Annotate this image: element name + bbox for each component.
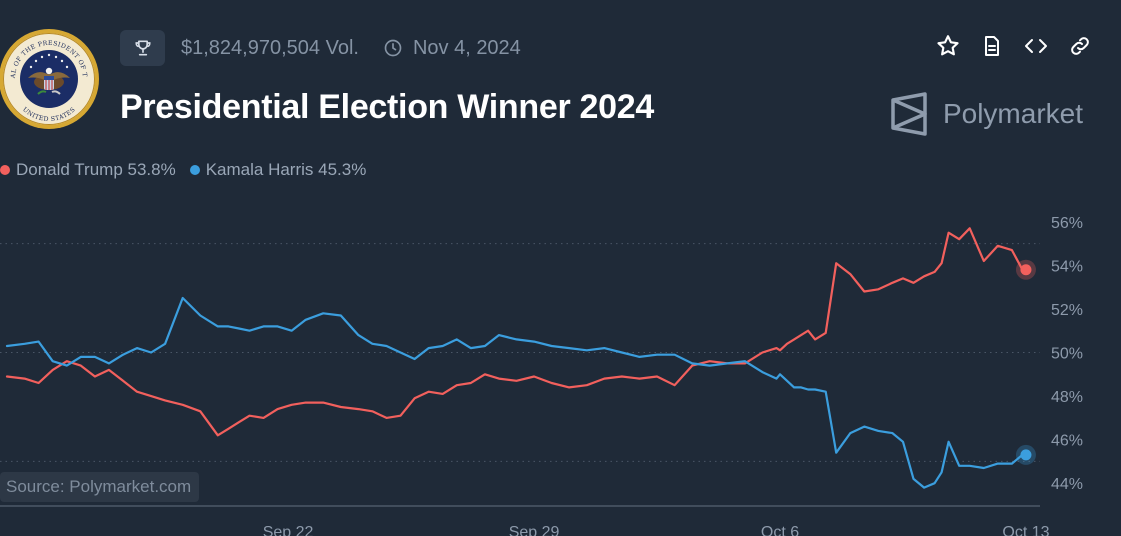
y-tick-label: 46% [1051,433,1083,450]
y-tick-label: 56% [1051,215,1083,232]
y-tick-label: 52% [1051,302,1083,319]
legend-dot-trump [0,165,10,175]
y-tick-label: 54% [1051,258,1083,275]
series-line-harris [5,296,1027,489]
star-icon [937,35,959,56]
x-tick-label: Sep 29 [509,524,560,536]
legend-label-harris: Kamala Harris 45.3% [205,160,367,179]
source-label: Source: Polymarket.com [0,472,200,502]
x-tick-label: Oct 6 [761,524,799,536]
volume-label: $1,824,970,504 Vol. [181,36,359,59]
legend-item-harris[interactable]: Kamala Harris 45.3% [189,160,367,180]
legend-dot-harris [189,165,200,175]
chart-legend: Donald Trump 53.8% Kamala Harris 45.3% [0,160,366,180]
code-icon [1025,39,1047,53]
polymarket-brand: Polymarket [889,92,1083,136]
end-marker-trump[interactable] [1020,264,1032,276]
trophy-icon [135,40,150,56]
favorite-button[interactable] [935,33,961,59]
document-button[interactable] [979,33,1005,59]
end-marker-harris[interactable] [1020,449,1032,461]
copy-link-button[interactable] [1067,33,1093,59]
legend-item-trump[interactable]: Donald Trump 53.8% [0,160,176,180]
y-tick-label: 50% [1051,346,1083,363]
action-toolbar [935,33,1093,59]
polymarket-logo-icon [891,92,927,136]
date-meta: Nov 4, 2024 [383,37,521,60]
page-title: Presidential Election Winner 2024 [120,88,654,126]
brand-name: Polymarket [942,98,1083,129]
embed-button[interactable] [1023,33,1049,59]
presidential-seal-logo: SEAL OF THE PRESIDENT OF THE UNITED STAT… [0,28,99,129]
x-tick-label: Sep 22 [263,524,314,536]
clock-icon [384,39,402,57]
y-tick-label: 44% [1051,476,1083,493]
x-tick-label: Oct 13 [1002,524,1049,536]
trophy-button[interactable] [120,30,165,66]
document-icon [985,36,999,56]
date-label: Nov 4, 2024 [412,36,521,59]
series-line-trump [5,227,1027,437]
y-tick-label: 48% [1051,389,1083,406]
link-icon [1071,37,1089,55]
header-meta-row: $1,824,970,504 Vol. Nov 4, 2024 [120,30,521,66]
legend-label-trump: Donald Trump 53.8% [16,160,176,179]
